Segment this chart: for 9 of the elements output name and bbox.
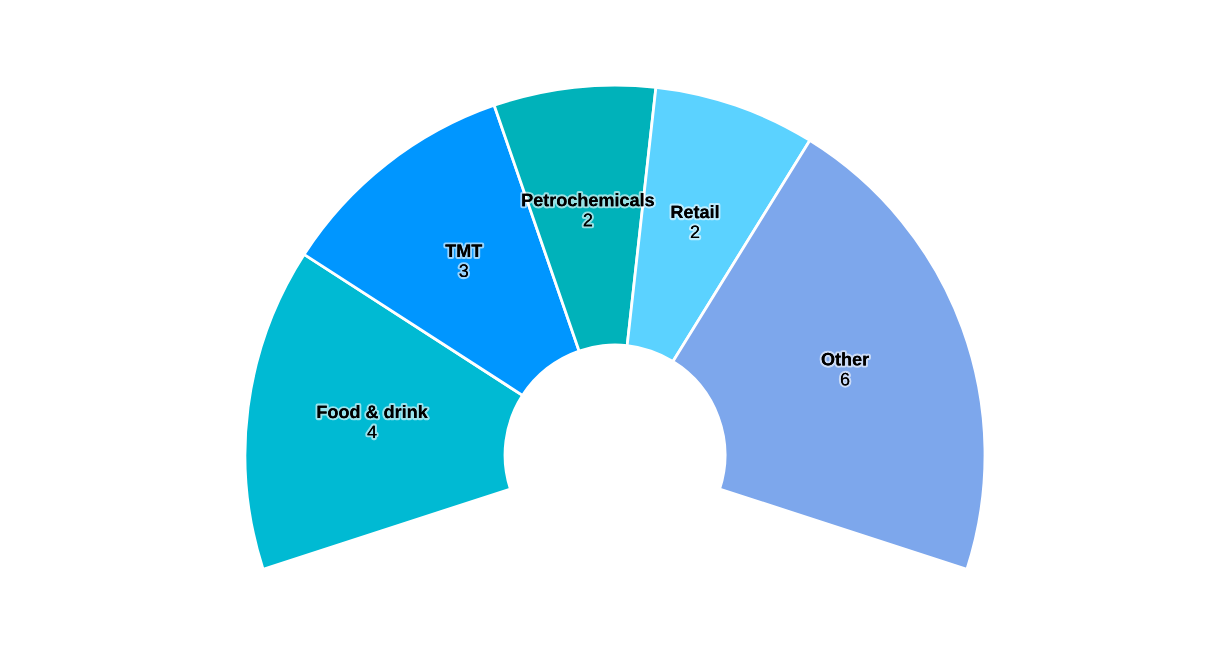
data-label: 2 xyxy=(583,213,592,227)
slice-label: TMT xyxy=(445,244,483,257)
data-label: 6 xyxy=(840,372,850,386)
data-label: 4 xyxy=(367,425,377,439)
slice-label: Retail xyxy=(671,205,719,219)
data-label: 3 xyxy=(459,264,468,278)
slice-label: Food & drink xyxy=(317,404,428,419)
data-label: 2 xyxy=(690,225,700,239)
slice-label: Other xyxy=(821,352,869,366)
